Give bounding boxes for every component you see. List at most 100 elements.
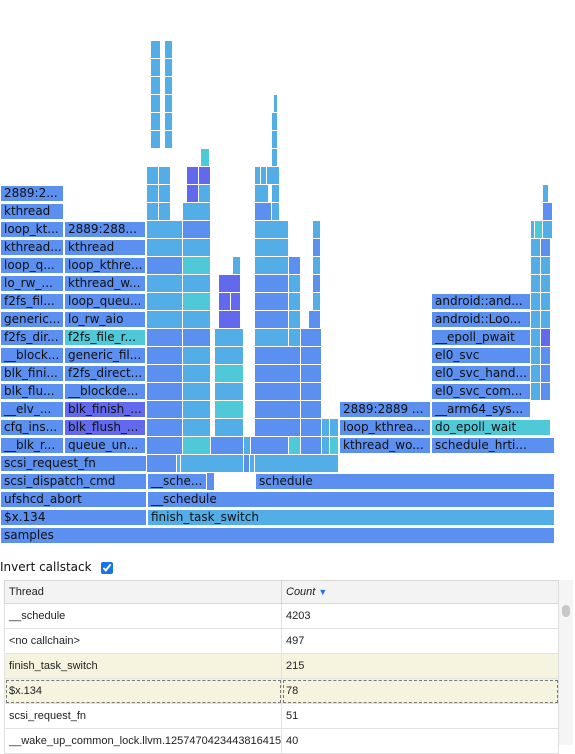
scrollbar-thumb[interactable] bbox=[562, 605, 570, 617]
flame-frame-block[interactable]: __block... bbox=[0, 347, 64, 364]
flame-frame-schedule-hrti[interactable]: schedule_hrti... bbox=[431, 437, 555, 454]
flame-frame[interactable] bbox=[183, 239, 210, 256]
flame-frame-tid-a[interactable]: 2889:2... bbox=[0, 185, 64, 202]
flame-frame[interactable] bbox=[272, 167, 279, 184]
flame-frame[interactable] bbox=[183, 401, 210, 418]
flame-frame-f2fs-dir-a[interactable]: f2fs_dir... bbox=[0, 329, 64, 346]
flame-frame[interactable] bbox=[159, 185, 170, 202]
flame-frame-blk-r[interactable]: __blk_r... bbox=[0, 437, 64, 454]
flame-frame-blk-flush[interactable]: blk_flush_... bbox=[64, 419, 146, 436]
flame-frame-android-and[interactable]: android::and... bbox=[431, 293, 531, 310]
flame-frame[interactable] bbox=[543, 221, 552, 238]
flame-frame[interactable] bbox=[261, 167, 266, 184]
flame-frame[interactable] bbox=[159, 203, 170, 220]
flame-frame[interactable] bbox=[541, 383, 550, 400]
flame-frame[interactable] bbox=[531, 383, 540, 400]
flame-frame[interactable] bbox=[147, 401, 182, 418]
flame-frame[interactable] bbox=[177, 455, 180, 472]
flame-frame-kthread-c[interactable]: kthread bbox=[64, 239, 146, 256]
flame-frame[interactable] bbox=[165, 41, 172, 58]
flame-frame-el0-svc[interactable]: el0_svc bbox=[431, 347, 531, 364]
flame-frame-kthread-b[interactable]: kthread bbox=[0, 203, 64, 220]
flame-frame[interactable] bbox=[207, 473, 214, 490]
flame-frame[interactable] bbox=[272, 185, 279, 202]
flame-frame[interactable] bbox=[250, 455, 254, 472]
flame-frame[interactable] bbox=[183, 347, 210, 364]
flame-frame[interactable] bbox=[330, 419, 338, 436]
flame-frame-loop-queu[interactable]: loop_queu... bbox=[64, 293, 146, 310]
flame-frame[interactable] bbox=[301, 401, 321, 418]
flame-frame[interactable] bbox=[289, 311, 300, 328]
flame-frame[interactable] bbox=[255, 257, 288, 274]
flame-frame[interactable] bbox=[183, 311, 210, 328]
invert-callstack-checkbox[interactable] bbox=[101, 561, 114, 574]
flame-frame[interactable] bbox=[231, 293, 240, 310]
flame-frame-arm64-sys[interactable]: __arm64_sys... bbox=[431, 401, 531, 418]
column-header-thread[interactable]: Thread bbox=[4, 580, 282, 604]
flame-frame-f2fs-fil[interactable]: f2fs_fil... bbox=[0, 293, 64, 310]
flame-frame[interactable] bbox=[219, 293, 230, 310]
flame-frame[interactable] bbox=[531, 221, 534, 238]
flame-frame[interactable] bbox=[313, 257, 320, 274]
flame-frame[interactable] bbox=[199, 185, 210, 202]
flame-frame[interactable] bbox=[255, 329, 288, 346]
flame-frame-scsi-request[interactable]: scsi_request_fn bbox=[0, 455, 147, 472]
flame-frame-sche[interactable]: __sche... bbox=[147, 473, 207, 490]
flame-frame[interactable] bbox=[255, 311, 288, 328]
flame-frame-do-epoll[interactable]: do_epoll_wait bbox=[431, 419, 551, 436]
flame-frame[interactable] bbox=[183, 365, 210, 382]
flame-frame[interactable] bbox=[255, 455, 338, 472]
flame-frame[interactable] bbox=[147, 437, 182, 454]
flame-frame[interactable] bbox=[165, 113, 172, 130]
flame-frame[interactable] bbox=[147, 221, 182, 238]
flame-frame[interactable] bbox=[541, 275, 550, 292]
flame-frame-blk-fini[interactable]: blk_fini... bbox=[0, 365, 64, 382]
flame-frame[interactable] bbox=[147, 203, 158, 220]
flame-frame-epoll-pwait[interactable]: __epoll_pwait bbox=[431, 329, 531, 346]
flame-frame[interactable] bbox=[543, 203, 552, 220]
flame-frame[interactable] bbox=[183, 275, 210, 292]
flame-frame-el0-svc-hand[interactable]: el0_svc_hand... bbox=[431, 365, 531, 382]
flame-frame[interactable] bbox=[181, 455, 243, 472]
flame-frame-loop-kthrea[interactable]: loop_kthrea... bbox=[339, 419, 431, 436]
flame-frame[interactable] bbox=[322, 437, 329, 454]
flame-frame[interactable] bbox=[289, 329, 300, 346]
flame-frame-loop-kthre[interactable]: loop_kthre... bbox=[64, 257, 146, 274]
flame-frame-f2fs-direct[interactable]: f2fs_direct... bbox=[64, 365, 146, 382]
flame-frame[interactable] bbox=[147, 419, 182, 436]
flame-frame[interactable] bbox=[543, 185, 548, 202]
flame-frame[interactable] bbox=[541, 257, 550, 274]
flame-frame[interactable] bbox=[165, 131, 172, 148]
flame-frame[interactable] bbox=[151, 113, 160, 130]
flame-frame-tid-c[interactable]: 2889:2889 ... bbox=[339, 401, 431, 418]
flame-frame-samples[interactable]: samples bbox=[0, 527, 555, 544]
flame-frame[interactable] bbox=[147, 365, 182, 382]
flame-frame[interactable] bbox=[199, 167, 210, 184]
flame-frame[interactable] bbox=[215, 383, 243, 400]
flame-frame[interactable] bbox=[313, 275, 320, 292]
flame-frame[interactable] bbox=[255, 167, 260, 184]
flame-frame[interactable] bbox=[251, 437, 288, 454]
flame-frame-f2fs-file-r[interactable]: f2fs_file_r... bbox=[64, 329, 146, 346]
flame-frame[interactable] bbox=[330, 437, 338, 454]
flame-frame[interactable] bbox=[183, 419, 210, 436]
table-row[interactable]: __schedule 4203 bbox=[4, 603, 559, 629]
flame-frame-cfq-ins[interactable]: cfq_ins... bbox=[0, 419, 64, 436]
flame-frame[interactable] bbox=[215, 347, 243, 364]
flame-frame[interactable] bbox=[289, 257, 300, 274]
flame-frame[interactable] bbox=[244, 455, 249, 472]
flame-frame[interactable] bbox=[147, 167, 158, 184]
flame-frame[interactable] bbox=[541, 311, 550, 328]
flame-frame[interactable] bbox=[183, 221, 210, 238]
flame-frame[interactable] bbox=[151, 41, 160, 58]
flame-frame-kthread-w[interactable]: kthread_w... bbox=[64, 275, 146, 292]
flame-frame-schedule-b[interactable]: schedule bbox=[255, 473, 555, 490]
flame-frame[interactable] bbox=[272, 149, 277, 166]
flame-frame[interactable] bbox=[301, 347, 321, 364]
flame-frame[interactable] bbox=[244, 437, 250, 454]
flame-frame[interactable] bbox=[215, 329, 243, 346]
flame-frame[interactable] bbox=[255, 383, 300, 400]
table-row[interactable]: __wake_up_common_lock.llvm.1257470423443… bbox=[4, 728, 559, 754]
flame-frame[interactable] bbox=[531, 275, 540, 292]
table-row[interactable]: <no callchain> 497 bbox=[4, 628, 559, 654]
